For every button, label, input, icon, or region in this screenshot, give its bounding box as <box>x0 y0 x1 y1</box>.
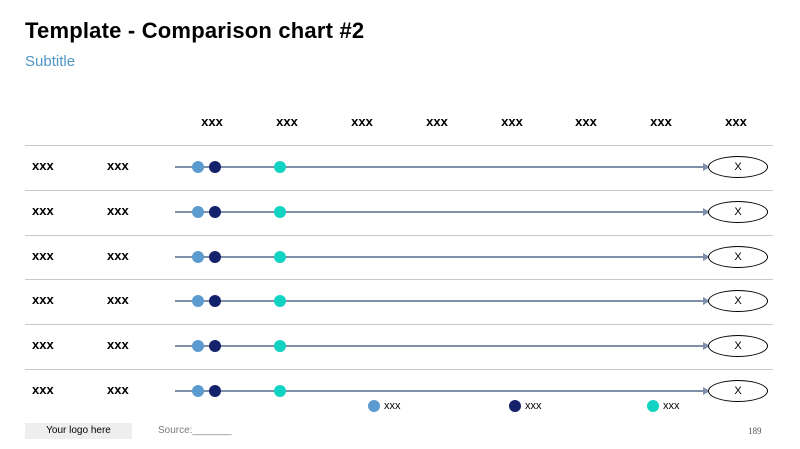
page-subtitle: Subtitle <box>25 53 76 70</box>
end-oval: X <box>708 335 768 358</box>
marker-dot-1 <box>192 250 204 263</box>
arrowhead-icon <box>703 252 710 261</box>
column-header: xxx <box>351 114 373 129</box>
row-label-a: xxx <box>32 382 54 397</box>
row-label-a: xxx <box>32 337 54 353</box>
row-label-b: xxx <box>107 202 129 218</box>
column-header: xxx <box>276 114 298 129</box>
table-row: xxx xxx <box>25 279 773 323</box>
legend-item: xxx <box>509 400 542 412</box>
arrowhead-icon <box>703 207 710 216</box>
marker-dot-3 <box>274 295 286 308</box>
arrowhead-icon <box>703 342 710 351</box>
marker-dot-1 <box>192 385 204 397</box>
column-header: xxx <box>426 114 448 129</box>
track-line <box>175 300 707 303</box>
column-header: xxx <box>575 114 597 129</box>
column-header: xxx <box>725 114 747 129</box>
marker-dot-3 <box>274 340 286 353</box>
arrowhead-icon <box>703 387 710 395</box>
marker-dot-2 <box>209 385 221 397</box>
row-label-b: xxx <box>107 337 129 353</box>
marker-dot-2 <box>209 205 221 218</box>
legend-item: xxx <box>647 400 680 412</box>
legend-item: xxx <box>368 400 401 412</box>
table-row: xxx xxx <box>25 145 773 189</box>
arrowhead-icon <box>703 297 710 306</box>
table-row: xxx xxx <box>25 324 773 368</box>
row-divider <box>25 189 773 191</box>
row-label-a: xxx <box>32 158 54 173</box>
table-row: xxx xxx <box>25 235 773 279</box>
marker-dot-3 <box>274 250 286 263</box>
arrowhead-icon <box>703 163 710 171</box>
end-oval: X <box>708 156 768 178</box>
end-oval: X <box>708 380 768 402</box>
row-divider <box>25 324 773 326</box>
marker-dot-2 <box>209 340 221 353</box>
marker-dot-1 <box>192 340 204 353</box>
row-label-b: xxx <box>107 382 129 397</box>
legend-marker-1 <box>368 400 380 412</box>
track-line <box>175 255 707 258</box>
track-line <box>175 390 707 392</box>
table-row: xxx xxx <box>25 190 773 234</box>
legend-label: xxx <box>525 400 542 412</box>
page-number: 189 <box>748 426 762 436</box>
column-header: xxx <box>650 114 672 129</box>
row-divider <box>25 145 773 146</box>
source-note: Source:_______ <box>158 425 232 436</box>
row-label-a: xxx <box>32 247 54 263</box>
marker-dot-2 <box>209 161 221 173</box>
marker-dot-3 <box>274 385 286 397</box>
page-title: Template - Comparison chart #2 <box>25 18 365 43</box>
legend-marker-2 <box>509 400 521 412</box>
track-line <box>175 210 707 213</box>
marker-dot-2 <box>209 295 221 308</box>
marker-dot-3 <box>274 205 286 218</box>
row-label-b: xxx <box>107 158 129 173</box>
end-oval: X <box>708 245 768 268</box>
row-label-a: xxx <box>32 202 54 218</box>
marker-dot-2 <box>209 250 221 263</box>
marker-dot-1 <box>192 161 204 173</box>
end-oval: X <box>708 290 768 313</box>
logo-placeholder: Your logo here <box>25 423 132 439</box>
table-row: xxx xxx <box>25 369 773 413</box>
track-line <box>175 345 707 348</box>
row-label-b: xxx <box>107 247 129 263</box>
marker-dot-3 <box>274 161 286 173</box>
legend-label: xxx <box>663 400 680 412</box>
row-label-b: xxx <box>107 292 129 308</box>
column-header: xxx <box>501 114 523 129</box>
row-label-a: xxx <box>32 292 54 308</box>
legend-label: xxx <box>384 400 401 412</box>
legend-marker-3 <box>647 400 659 412</box>
row-divider <box>25 369 773 370</box>
row-divider <box>25 234 773 236</box>
marker-dot-1 <box>192 295 204 308</box>
track-line <box>175 166 707 168</box>
marker-dot-1 <box>192 205 204 218</box>
column-header: xxx <box>201 114 223 129</box>
end-oval: X <box>708 200 768 223</box>
row-divider <box>25 279 773 281</box>
